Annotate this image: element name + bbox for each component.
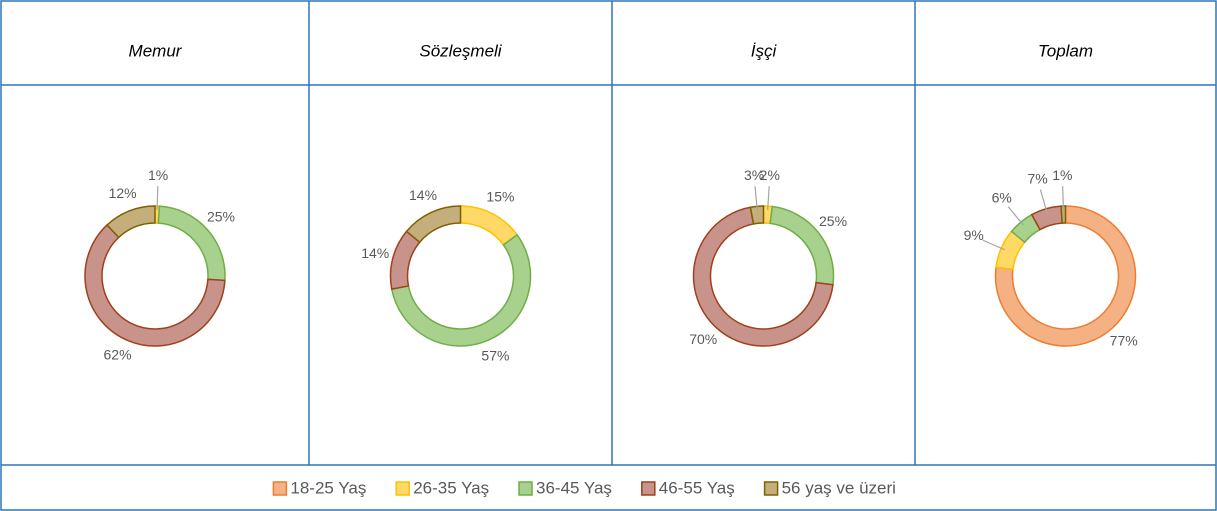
value-label: 25% <box>819 213 847 229</box>
legend-label: 46-55 Yaş <box>659 478 735 497</box>
value-label: 14% <box>409 187 437 203</box>
leader-line <box>1039 189 1048 213</box>
value-label: 1% <box>1052 167 1072 183</box>
donut-slice <box>1060 205 1067 224</box>
leader-line <box>156 186 159 211</box>
donut-slice <box>994 205 1137 347</box>
legend-swatch <box>518 481 533 496</box>
value-label: 62% <box>104 346 132 362</box>
legend-swatch <box>272 481 288 496</box>
legend-label: 26-35 Yaş <box>413 478 489 497</box>
legend-swatch <box>395 481 410 496</box>
value-label: 12% <box>109 185 137 201</box>
donut-slice <box>84 223 226 347</box>
value-label: 77% <box>1110 333 1138 349</box>
chart-title: Memur <box>129 41 183 60</box>
value-label: 3% <box>744 167 764 183</box>
value-label: 15% <box>486 188 514 204</box>
leader-line <box>1062 186 1065 211</box>
legend-swatch <box>641 481 656 496</box>
donut-slice <box>459 205 519 246</box>
leader-line <box>1007 206 1024 226</box>
donut-slice <box>749 205 765 225</box>
value-label: 6% <box>992 190 1012 206</box>
leader-line <box>982 239 1006 251</box>
value-label: 1% <box>148 167 168 183</box>
legend-label: 18-25 Yaş <box>290 478 366 497</box>
value-label: 70% <box>689 331 717 347</box>
chart-title: Toplam <box>1038 41 1093 60</box>
chart-title: Sözleşmeli <box>419 41 502 60</box>
leader-line <box>767 186 770 211</box>
value-label: 25% <box>207 209 235 225</box>
donut-slice <box>106 205 156 239</box>
legend-label: 56 yaş ve üzeri <box>782 478 896 497</box>
donut-slice <box>389 230 421 290</box>
value-label: 9% <box>964 227 984 243</box>
legend-label: 36-45 Yaş <box>536 478 612 497</box>
leader-line <box>754 186 758 211</box>
value-label: 14% <box>361 245 389 261</box>
value-label: 57% <box>481 347 509 363</box>
donut-slice <box>692 206 834 347</box>
value-label: 7% <box>1027 171 1047 187</box>
chart-title: İşçi <box>751 41 778 60</box>
donut-slice <box>405 205 462 244</box>
value-label: 2% <box>760 167 780 183</box>
legend-swatch <box>763 481 779 496</box>
